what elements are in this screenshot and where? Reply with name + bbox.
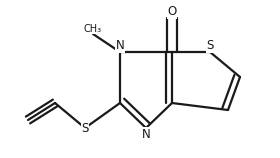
Text: CH₃: CH₃ [84, 24, 102, 34]
Text: S: S [81, 122, 89, 134]
Text: N: N [116, 39, 124, 52]
Text: N: N [142, 128, 150, 141]
Text: O: O [167, 5, 177, 18]
Text: S: S [206, 39, 214, 52]
